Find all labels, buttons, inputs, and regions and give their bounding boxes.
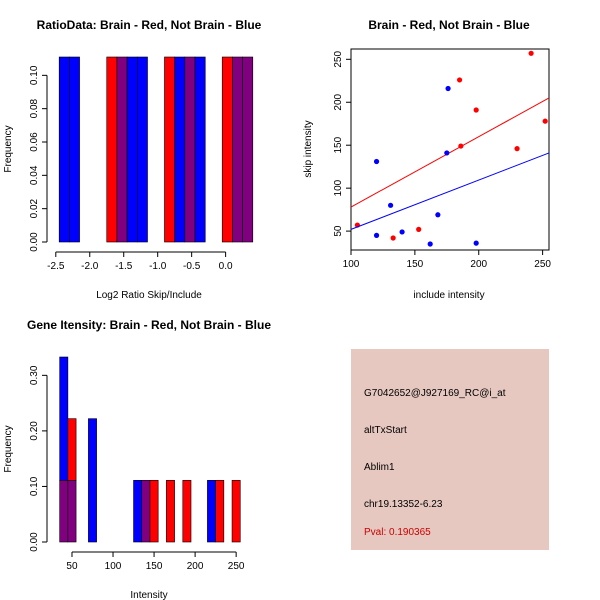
ratio-hist-x-tick-label: -2.5 [47, 261, 65, 272]
intensity-hist-bar [182, 480, 192, 543]
intensity-hist-bar-overlap [141, 480, 151, 543]
ratio-hist-bar-overlap [184, 56, 196, 243]
intensity-hist-y-tick-label: 0.30 [29, 365, 40, 385]
scatter-y-tick-label: 50 [333, 225, 344, 237]
ratio-hist-bar [164, 56, 175, 243]
scatter-y-tick-label: 200 [333, 93, 344, 110]
intensity-hist-bar [67, 418, 77, 481]
intensity-hist-xlabel: Intensity [130, 590, 167, 600]
intensity-hist-bar [166, 480, 175, 543]
ratio-hist-y-tick-label: 0.00 [29, 232, 40, 252]
scatter-y-tick-label: 100 [333, 179, 344, 196]
ratio-hist-bar-overlap [116, 56, 128, 243]
intensity-hist-y-tick-label: 0.20 [29, 421, 40, 441]
ratio-hist-bar [174, 56, 186, 243]
scatter-xlabel: include intensity [413, 290, 484, 301]
scatter-x-tick-label: 150 [407, 259, 424, 270]
ratio-hist-bar [126, 56, 138, 243]
intensity-hist-x-tick-label: 50 [66, 561, 78, 572]
scatter-point-blue [444, 150, 450, 156]
scatter-x-tick-label: 250 [534, 259, 551, 270]
scatter-plot-box [350, 48, 550, 251]
intensity-hist-bar [215, 480, 225, 543]
event-type: altTxStart [364, 425, 407, 436]
scatter-title: Brain - Red, Not Brain - Blue [368, 18, 530, 32]
ratio-hist-y-tick-label: 0.04 [29, 165, 40, 185]
scatter-point-red [514, 146, 520, 152]
scatter-point-red [416, 226, 422, 232]
ratio-hist-bar-overlap [242, 56, 254, 243]
ratio-hist-bar-overlap [232, 56, 243, 243]
intensity-hist-bar [207, 480, 216, 543]
intensity-hist-bar [88, 418, 97, 543]
scatter-x-tick-label: 200 [470, 259, 487, 270]
ratio-hist-bar [58, 56, 70, 243]
scatter-point-red [528, 50, 534, 56]
scatter-point-blue [427, 241, 433, 247]
probe-id: G7042652@J927169_RC@i_at [364, 388, 506, 399]
intensity-hist-bar-overlap [59, 480, 69, 543]
ratio-hist-x-tick-label: 0.0 [219, 261, 233, 272]
chromosome-location: chr19.13352-6.23 [364, 499, 443, 510]
ratio-hist-bar [221, 56, 233, 243]
ratio-hist-x-tick-label: -1.0 [149, 261, 167, 272]
scatter-point-red [473, 107, 479, 113]
scatter-point-blue [399, 229, 405, 235]
scatter-point-blue [445, 85, 451, 92]
intensity-hist-ylabel: Frequency [3, 425, 14, 472]
intensity-hist-y-tick-label: 0.10 [29, 476, 40, 496]
scatter-point-blue [473, 240, 479, 246]
scatter-x-tick-label: 100 [343, 259, 360, 270]
scatter-fit-line-blue [350, 152, 550, 230]
info-panel: G7042652@J927169_RC@i_at altTxStart Abli… [351, 349, 549, 550]
ratio-hist-y-tick-label: 0.02 [29, 198, 40, 218]
scatter-point-red [458, 143, 464, 149]
ratio-hist-y-tick-label: 0.10 [29, 65, 40, 85]
ratio-hist-bar [106, 56, 118, 243]
intensity-hist-x-tick-label: 100 [105, 561, 122, 572]
ratio-hist-x-tick-label: -0.5 [183, 261, 201, 272]
intensity-hist-x-tick-label: 200 [187, 561, 204, 572]
scatter-ylabel: skip intensity [303, 120, 314, 177]
ratio-hist-bar [194, 56, 206, 243]
intensity-hist-bar-overlap [67, 480, 77, 543]
intensity-hist-bar [149, 480, 159, 543]
scatter-point-blue [373, 232, 380, 238]
scatter-y-tick-label: 150 [333, 136, 344, 153]
scatter-y-tick-label: 250 [333, 51, 344, 68]
intensity-hist-bar [59, 356, 69, 481]
ratio-hist-xlabel: Log2 Ratio Skip/Include [96, 290, 202, 301]
scatter-point-red [542, 118, 548, 124]
ratio-hist-title: RatioData: Brain - Red, Not Brain - Blue [37, 18, 262, 32]
scatter-point-red [390, 235, 396, 241]
ratio-hist-ylabel: Frequency [3, 125, 14, 172]
ratio-hist-bar [137, 56, 148, 243]
scatter-point-blue [373, 158, 380, 165]
ratio-hist-bar [69, 56, 80, 243]
ratio-hist-y-tick-label: 0.06 [29, 132, 40, 152]
scatter-point-blue [435, 212, 441, 218]
scatter-point-red [456, 77, 463, 83]
intensity-hist-bar [133, 480, 143, 543]
intensity-hist-x-tick-label: 150 [146, 561, 163, 572]
intensity-hist-x-tick-label: 250 [228, 561, 245, 572]
intensity-hist-y-tick-label: 0.00 [29, 532, 40, 552]
scatter-fit-line-red [350, 97, 550, 208]
ratio-hist-y-tick-label: 0.08 [29, 98, 40, 118]
ratio-hist-x-tick-label: -2.0 [81, 261, 99, 272]
scatter-point-blue [388, 202, 394, 208]
intensity-hist-title: Gene Itensity: Brain - Red, Not Brain - … [27, 318, 271, 332]
pval-text: Pval: 0.190365 [364, 527, 431, 538]
gene-name: Ablim1 [364, 462, 395, 473]
ratio-hist-x-tick-label: -1.5 [115, 261, 133, 272]
intensity-hist-bar [231, 480, 241, 543]
